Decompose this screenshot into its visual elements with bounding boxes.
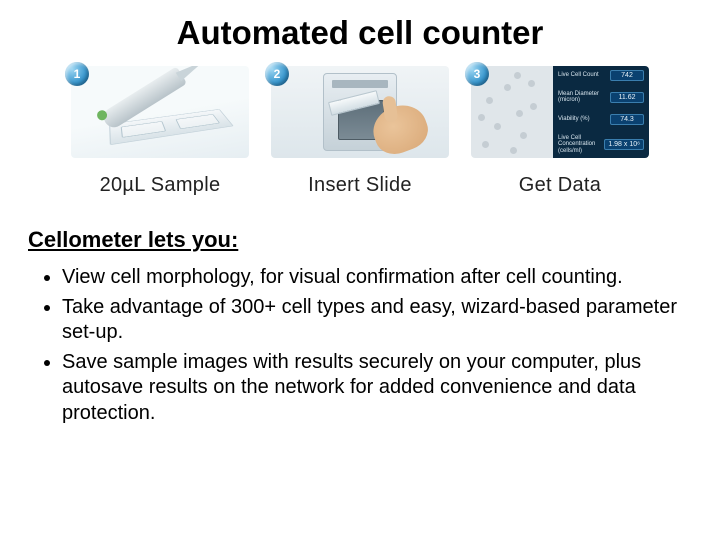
page-title: Automated cell counter — [28, 14, 692, 52]
data-panel: Live Cell Count 742 Mean Diameter (micro… — [553, 66, 649, 158]
data-label: Live Cell Concentration (cells/ml) — [558, 135, 600, 154]
step-2-illustration — [271, 66, 449, 158]
data-value: 742 — [610, 70, 644, 81]
data-value: 11.62 — [610, 92, 644, 103]
step-3: 3 Live Cell Count 742 Mean Diameter (mic… — [469, 66, 651, 197]
list-item: Save sample images with results securely… — [62, 350, 692, 427]
step-1-illustration — [71, 66, 249, 158]
list-item: View cell morphology, for visual confirm… — [62, 265, 692, 291]
subheading: Cellometer lets you: — [28, 227, 692, 253]
step-badge-3: 3 — [465, 62, 489, 86]
step-2: 2 Insert Slide — [269, 66, 451, 197]
step-badge-2: 2 — [265, 62, 289, 86]
list-item: Take advantage of 300+ cell types and ea… — [62, 295, 692, 346]
data-label: Viability (%) — [558, 116, 606, 122]
step-2-caption: Insert Slide — [308, 174, 412, 197]
data-row: Viability (%) 74.3 — [558, 114, 644, 125]
bullet-list: View cell morphology, for visual confirm… — [62, 265, 692, 427]
data-row: Live Cell Count 742 — [558, 70, 644, 81]
steps-row: 1 20µL Sample 2 Insert Slide 3 — [38, 66, 682, 197]
step-badge-1: 1 — [65, 62, 89, 86]
data-row: Live Cell Concentration (cells/ml) 1.98 … — [558, 135, 644, 154]
step-3-illustration: Live Cell Count 742 Mean Diameter (micro… — [471, 66, 649, 158]
data-value: 1.98 x 10⁶ — [604, 139, 644, 150]
data-row: Mean Diameter (micron) 11.62 — [558, 91, 644, 104]
data-label: Mean Diameter (micron) — [558, 91, 606, 104]
step-1: 1 20µL Sample — [69, 66, 251, 197]
step-1-caption: 20µL Sample — [100, 174, 221, 197]
step-3-caption: Get Data — [519, 174, 601, 197]
data-label: Live Cell Count — [558, 72, 606, 78]
data-value: 74.3 — [610, 114, 644, 125]
